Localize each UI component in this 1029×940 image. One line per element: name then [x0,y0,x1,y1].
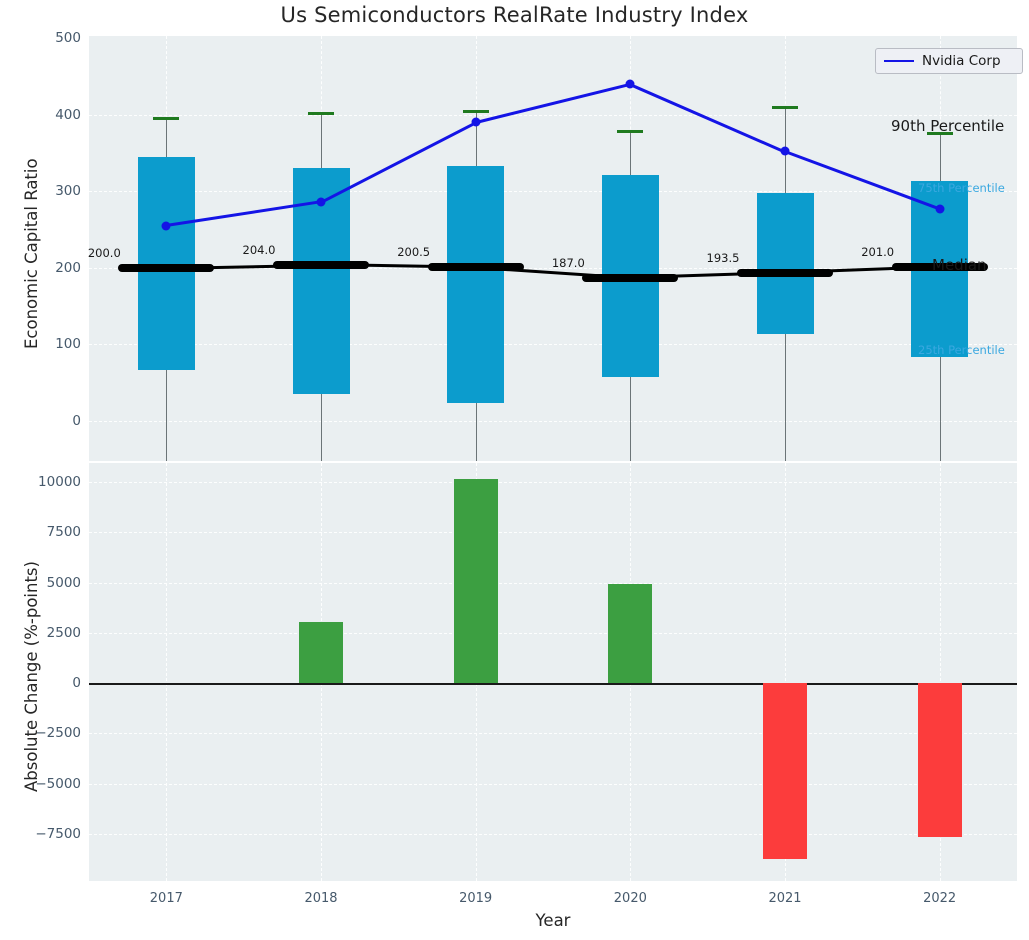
bottom-gridline [89,632,1017,634]
x-axis-label: Year [535,911,571,930]
bottom-y-tick: −2500 [35,725,81,742]
top-box [137,157,195,370]
median-value-label: 200.5 [397,245,431,260]
bottom-y-tick: 7500 [46,524,81,541]
top-median-bar [273,260,369,269]
top-median-bar [427,263,524,272]
bottom-y-axis-label: Absolute Change (%-points) [22,561,41,792]
bottom-y-tick: 5000 [46,574,81,591]
bottom-vgridline [939,463,941,881]
bottom-gridline [89,532,1017,534]
annotation-median: Median [932,256,987,274]
x-axis-tick: 2020 [613,891,647,906]
bottom-gridline [89,783,1017,785]
top-median-bar [737,268,833,277]
median-value-label: 193.5 [706,250,740,265]
annotation-p75: 75th Percentile [918,181,1005,195]
top-y-tick: 200 [55,259,81,276]
bottom-y-tick: −7500 [35,825,81,842]
top-y-tick: 500 [55,30,81,46]
top-p90-cap [772,106,798,110]
bottom-gridline [89,733,1017,735]
bottom-gridline [89,482,1017,483]
bottom-gridline [89,582,1017,584]
top-y-tick: 0 [72,413,81,429]
x-axis-tick: 2017 [149,891,183,906]
median-value-label: 201.0 [861,245,895,260]
top-gridline [89,114,1017,116]
nvidia-data-point [625,79,635,89]
top-gridline [89,344,1017,346]
top-gridline [89,421,1017,422]
bottom-gridline [89,833,1017,835]
top-y-tick: 100 [55,336,81,353]
x-axis-tick: 2022 [923,891,957,906]
top-median-bar [582,273,679,282]
top-median-bar [891,263,988,272]
median-value-label: 204.0 [242,242,276,257]
change-bar [608,583,653,683]
top-p90-cap [617,129,644,133]
bottom-vgridline [785,463,786,881]
top-y-axis-label: Economic Capital Ratio [22,157,41,349]
annotation-p90: 90th Percentile [891,117,1005,135]
bottom-zero-line [89,683,1017,685]
top-y-tick: 300 [55,183,81,200]
top-gridline [89,191,1017,193]
x-axis-tick: 2018 [304,891,338,906]
top-box [447,165,505,403]
bottom-y-tick: −5000 [35,775,81,792]
x-axis-tick: 2021 [768,891,802,906]
top-median-bar [118,263,215,272]
top-p90-cap [462,110,489,113]
bottom-vgridline [166,463,168,881]
nvidia-data-point [780,146,790,156]
top-p90-cap [153,116,180,120]
top-y-tick: 400 [55,106,81,123]
top-gridline [89,267,1017,269]
nvidia-data-point [935,204,945,214]
chart-title: Us Semiconductors RealRate Industry Inde… [280,3,749,27]
top-p90-cap [926,132,953,136]
nvidia-data-point [161,221,171,231]
bottom-y-tick: 0 [72,675,81,691]
nvidia-data-point [471,117,481,127]
bottom-y-tick: 10000 [38,474,81,490]
change-bar [763,683,807,859]
top-p90-cap [308,112,334,116]
median-value-label: 187.0 [551,255,585,270]
bottom-plot-panel [89,463,1017,881]
chart-legend[interactable]: Nvidia Corp [875,48,1023,74]
change-bar [299,621,343,683]
annotation-p25: 25th Percentile [918,343,1005,357]
change-bar [917,683,962,837]
legend-line-swatch [884,60,914,62]
top-plot-panel [89,36,1017,461]
median-value-label: 200.0 [87,245,121,260]
x-axis-tick: 2019 [459,891,493,906]
bottom-y-tick: 2500 [46,624,81,641]
nvidia-data-point [316,197,326,207]
change-bar [453,478,498,683]
legend-label: Nvidia Corp [922,53,1001,69]
top-box [756,192,814,334]
